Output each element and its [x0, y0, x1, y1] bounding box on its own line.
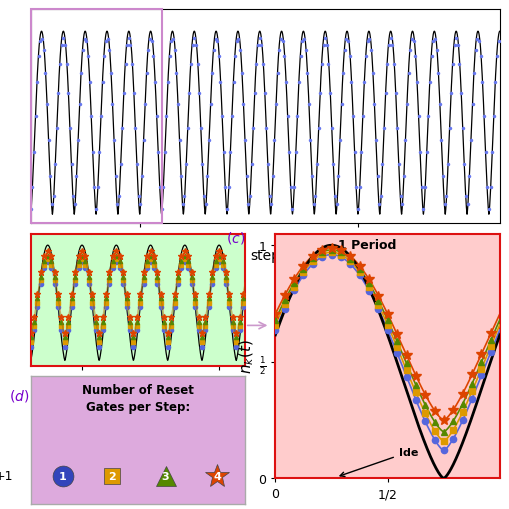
- Y-axis label: $n_k(t)$: $n_k(t)$: [237, 339, 255, 374]
- X-axis label: step: step: [250, 248, 279, 262]
- Text: 4: 4: [213, 471, 220, 481]
- Text: 1: 1: [59, 471, 67, 481]
- Text: Number of Reset
Gates per Step:: Number of Reset Gates per Step:: [81, 383, 193, 413]
- Text: +1: +1: [0, 469, 13, 483]
- Text: $(c)$: $(c)$: [225, 229, 245, 245]
- Text: 3: 3: [161, 471, 169, 481]
- Text: $(d)$: $(d)$: [9, 387, 30, 403]
- Text: Ide: Ide: [340, 447, 417, 476]
- Bar: [31, 10, 161, 224]
- Text: 2: 2: [108, 471, 116, 481]
- Text: 1 Period: 1 Period: [337, 239, 396, 252]
